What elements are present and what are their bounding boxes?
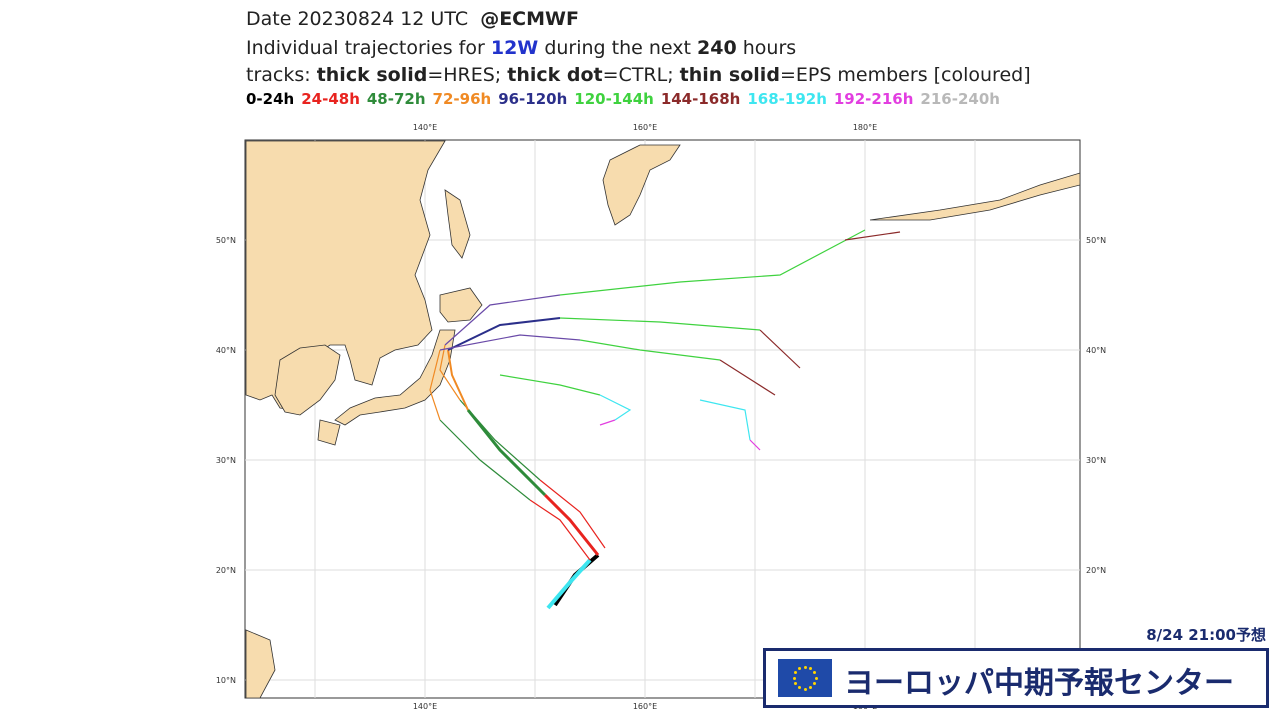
date: Date 20230824 12 UTC (246, 8, 469, 30)
lat-label: 30°N (216, 456, 236, 465)
flag-star (813, 682, 817, 685)
time-legend-item: 24-48h (301, 90, 360, 108)
lon-label: 160°E (633, 702, 657, 711)
time-legend: 0-24h 24-48h 48-72h 72-96h 96-120h 120-144h 14… (246, 90, 1007, 108)
flag-star (793, 682, 797, 685)
time-legend-item: 0-24h (246, 90, 295, 108)
lat-label: 20°N (1086, 566, 1106, 575)
forecast-time: 8/24 21:00予想 (1146, 626, 1266, 644)
track-meaning: =EPS members [coloured] (779, 64, 1031, 86)
flag-star (798, 686, 801, 690)
time-legend-item: 168-192h (747, 90, 827, 108)
time-legend-item: 96-120h (498, 90, 568, 108)
track-meaning: =CTRL; (602, 64, 674, 86)
tracks-label: tracks: (246, 64, 311, 86)
lon-label: 140°E (413, 123, 437, 132)
flag-star (813, 671, 817, 674)
subtitle-suffix: hours (742, 37, 797, 59)
time-legend-item: 144-168h (660, 90, 741, 108)
lat-label: 20°N (216, 566, 236, 575)
banner-text: ヨーロッパ中期予報センター (844, 666, 1234, 701)
time-legend-item: 72-96h (432, 90, 492, 108)
source: @ECMWF (480, 8, 579, 30)
flag-star (803, 665, 807, 669)
tracks-legend: tracks: thick solid=HRES; thick dot=CTRL… (246, 64, 1031, 86)
time-legend-item: 192-216h (833, 90, 914, 108)
storm-id: 12W (490, 37, 539, 59)
time-legend-item: 216-240h (920, 90, 1000, 108)
track-meaning: =HRES; (427, 64, 502, 86)
flag-star (809, 686, 812, 690)
lon-label: 180°E (853, 123, 877, 132)
land (245, 140, 1081, 699)
eu-flag (778, 659, 832, 697)
lat-label: 40°N (1086, 346, 1106, 355)
flag-star (792, 676, 796, 680)
flag-star (803, 687, 807, 691)
hours: 240 (697, 37, 737, 59)
lat-label: 30°N (1086, 456, 1106, 465)
lon-label: 140°E (413, 702, 437, 711)
time-legend-item: 48-72h (366, 90, 426, 108)
track-style: thick solid (316, 64, 428, 86)
header-line-1: Date 20230824 12 UTC @ECMWF (246, 8, 579, 30)
flag-star (809, 666, 812, 670)
track-style: thin solid (679, 64, 780, 86)
subtitle-prefix: Individual trajectories for (246, 37, 485, 59)
track-style: thick dot (507, 64, 603, 86)
banner: ヨーロッパ中期予報センター (763, 648, 1269, 708)
lat-label: 50°N (216, 236, 236, 245)
tracks (429, 229, 901, 610)
lon-label: 160°E (633, 123, 657, 132)
header-line-2: Individual trajectories for 12W during t… (246, 37, 796, 59)
lat-label: 50°N (1086, 236, 1106, 245)
lat-label: 10°N (216, 676, 236, 685)
flag-star (798, 666, 801, 670)
time-legend-item: 120-144h (574, 90, 654, 108)
flag-star (814, 676, 818, 680)
flag-star (793, 671, 797, 674)
subtitle-middle: during the next (544, 37, 691, 59)
lat-label: 40°N (216, 346, 236, 355)
